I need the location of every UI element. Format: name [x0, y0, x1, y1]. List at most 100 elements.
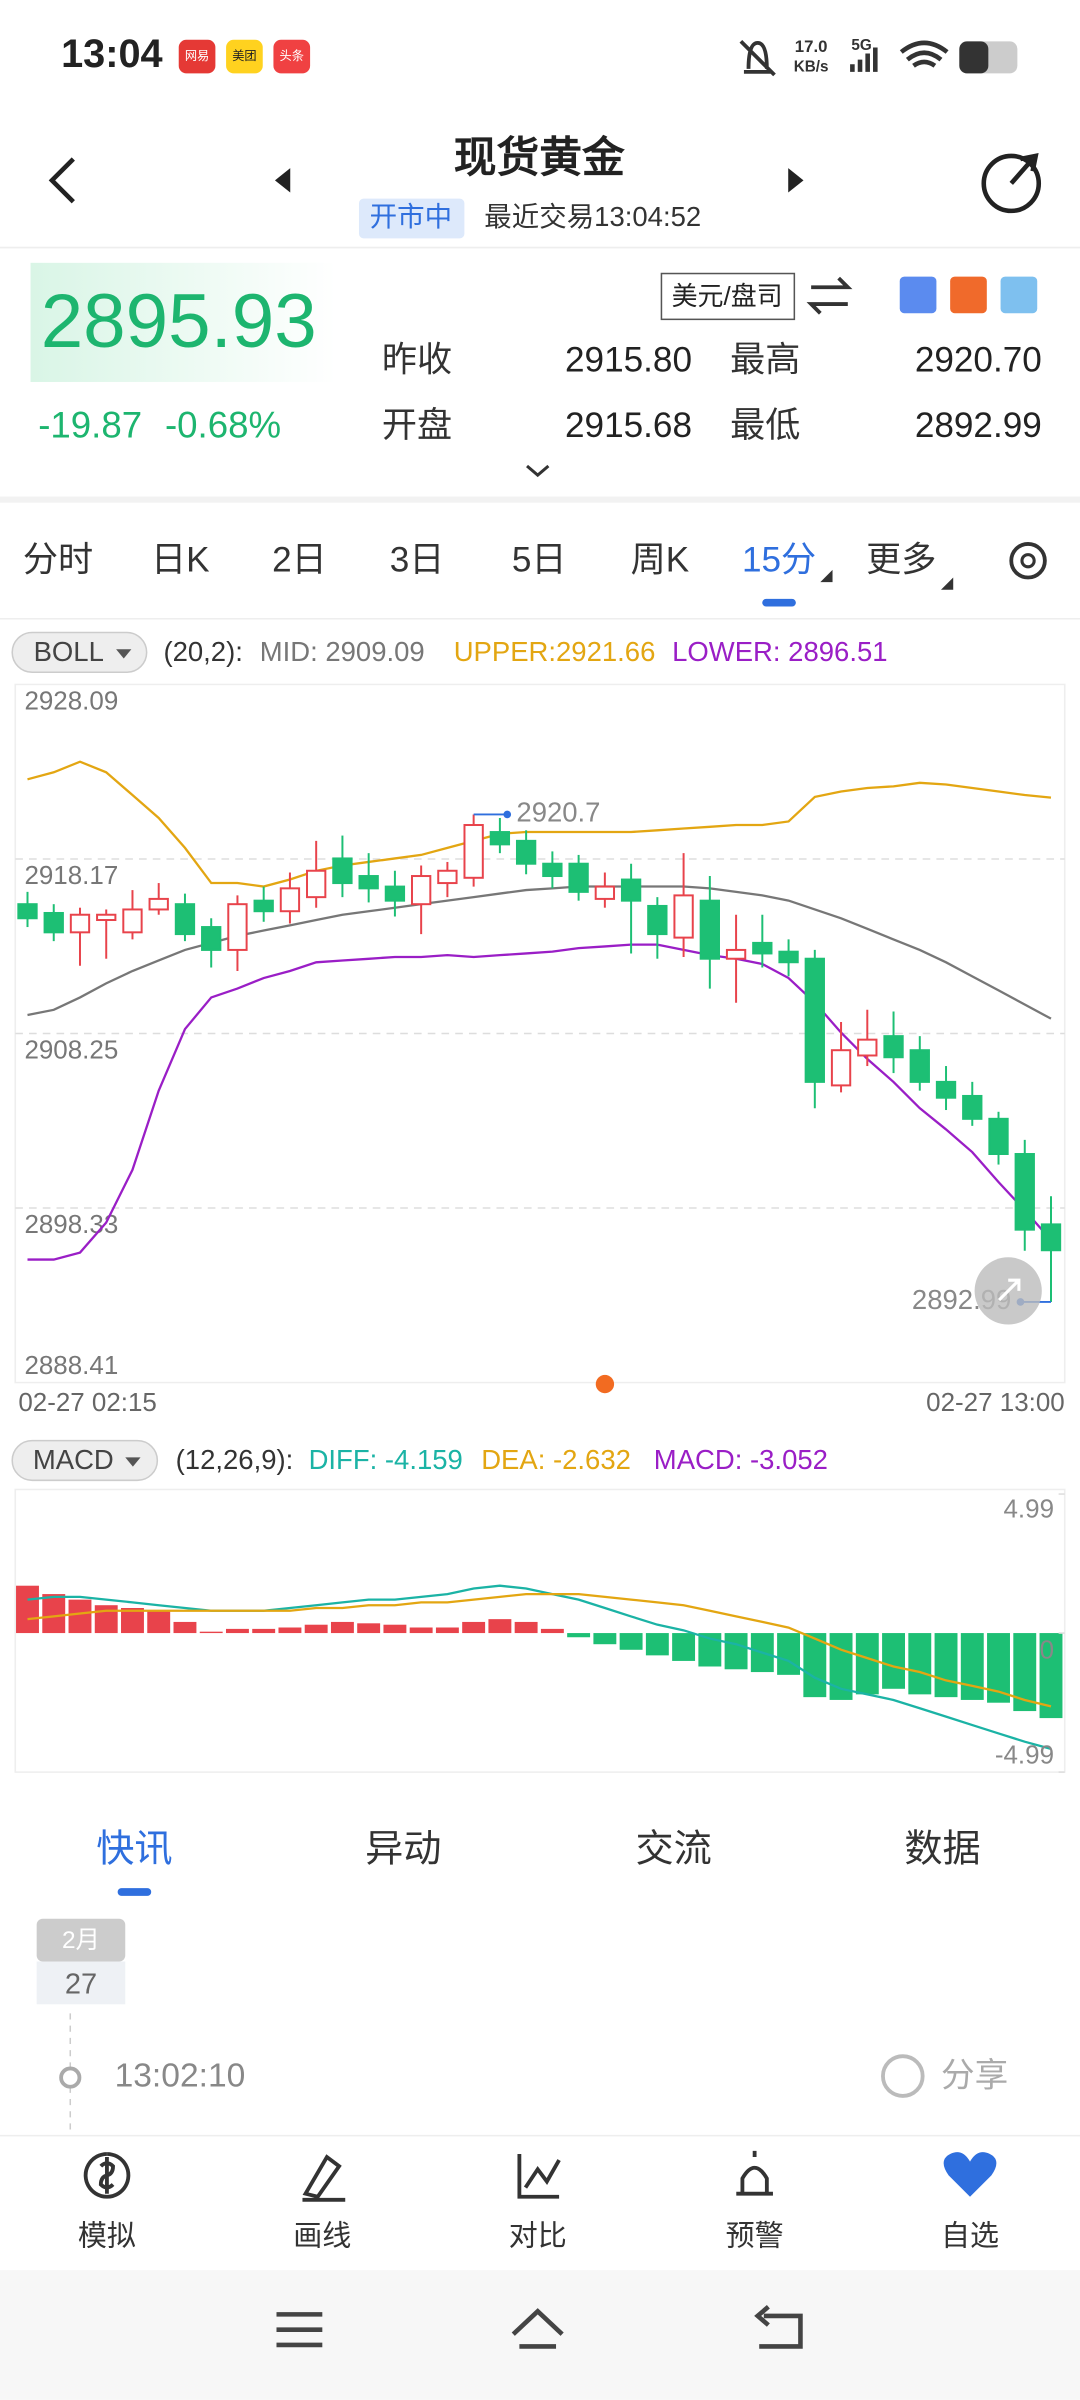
news-tab[interactable]: 异动 [365, 1828, 441, 1871]
tool-label[interactable]: 模拟 [78, 2220, 136, 2253]
macd-bar [252, 1628, 276, 1634]
signal-icon [850, 47, 878, 72]
indicator-selector[interactable] [11, 631, 148, 673]
candle-body [358, 875, 379, 890]
macd-bar [908, 1633, 932, 1695]
refresh-button[interactable] [981, 152, 1042, 214]
wifi-icon [899, 40, 949, 68]
tool-icon[interactable] [950, 276, 987, 314]
candle-body [647, 904, 668, 936]
indicator-selector[interactable] [11, 1439, 159, 1482]
macd-value: MACD: -3.052 [654, 1444, 828, 1475]
tool-icon [943, 2152, 997, 2197]
tool-label[interactable]: 自选 [941, 2220, 999, 2253]
tool-label[interactable]: 画线 [293, 2220, 351, 2253]
news-tab[interactable]: 数据 [904, 1828, 980, 1871]
app-icon-label: 头条 [280, 49, 304, 63]
macd-bar [724, 1633, 748, 1670]
price-change: -19.87 [38, 404, 142, 445]
next-button[interactable] [788, 168, 804, 193]
stat-label: 最低 [730, 406, 800, 445]
indicator-line [27, 943, 1052, 1261]
candle-body [332, 857, 353, 885]
macd-bar [383, 1624, 407, 1634]
candle-body [935, 1080, 957, 1099]
tool-icon[interactable] [899, 276, 937, 314]
nav-bar [0, 2270, 1080, 2400]
candle-body [1040, 1223, 1062, 1252]
share-chart-button[interactable] [974, 1257, 1042, 1325]
period-tab[interactable]: 更多 [866, 541, 936, 580]
tool-label[interactable]: 对比 [509, 2220, 567, 2253]
tool-icon[interactable] [1000, 276, 1038, 314]
period-tab[interactable]: 分时 [23, 541, 93, 580]
macd-dea: DEA: -2.632 [481, 1444, 631, 1475]
expand-chevron[interactable] [526, 464, 550, 478]
net-speed: 17.0 [795, 37, 828, 56]
macd-bar [540, 1628, 564, 1634]
macd-bar [435, 1627, 459, 1634]
x-end-label: 02-27 13:00 [926, 1387, 1065, 1417]
back-nav-button[interactable] [754, 2304, 803, 2349]
period-tab[interactable]: 15分 [742, 541, 816, 580]
back-button[interactable] [48, 157, 75, 204]
candle-body [673, 894, 694, 939]
app-icon-label: 美团 [232, 49, 256, 63]
period-tab[interactable]: 5日 [512, 541, 567, 580]
macd-bar [199, 1631, 223, 1634]
app-icon-label: 网易 [185, 49, 209, 63]
candle-body [96, 913, 117, 922]
stat-label: 昨收 [382, 340, 452, 379]
gear-ring [1009, 541, 1047, 580]
candle-body [542, 862, 563, 878]
candle-body [201, 926, 222, 951]
unit-box[interactable] [660, 272, 796, 321]
date-day-box [36, 1961, 126, 2005]
macd-bar [357, 1623, 381, 1634]
news-tab[interactable]: 交流 [635, 1828, 711, 1871]
settings-button[interactable] [1009, 541, 1047, 580]
last-price: 2895.93 [41, 279, 317, 364]
tool-icon [517, 2153, 561, 2199]
macd-bar [855, 1633, 879, 1695]
candle-body [410, 875, 432, 906]
candle-body [568, 862, 589, 893]
candle-body [148, 897, 169, 911]
app-icon [178, 39, 216, 74]
dropdown-arrow [125, 1457, 141, 1467]
period-tab[interactable]: 2日 [272, 541, 327, 580]
toolbar-items: 模拟 画线 对比 预警 自选 [78, 2150, 999, 2253]
period-tab[interactable]: 周K [631, 541, 690, 580]
tool-label[interactable]: 预警 [726, 2220, 784, 2253]
swap-icon[interactable] [806, 276, 853, 315]
candle-body [699, 899, 720, 960]
stat-value: 2915.80 [565, 340, 692, 379]
app-icon [226, 39, 263, 74]
y-tick-label: 2888.41 [24, 1350, 118, 1380]
indicator-params: (12,26,9): [176, 1444, 294, 1475]
network-type: 5G [851, 37, 871, 54]
stat-value: 2915.68 [565, 406, 692, 445]
macd-bar [462, 1621, 486, 1634]
home-button[interactable] [511, 2308, 564, 2349]
indicator-line [27, 760, 1052, 888]
prev-button[interactable] [274, 168, 291, 193]
dropdown-arrow [116, 649, 132, 659]
period-tab[interactable]: 日K [151, 541, 210, 580]
news-tab[interactable]: 快讯 [96, 1828, 172, 1871]
period-tab[interactable]: 3日 [390, 541, 445, 580]
macd-bar [645, 1633, 669, 1656]
divider [0, 496, 1080, 503]
refresh-ring [981, 153, 1042, 214]
macd-bar [882, 1633, 906, 1689]
status-pill [358, 198, 465, 239]
y-tick-label: -4.99 [995, 1740, 1054, 1770]
share-button[interactable]: 分享 [881, 2054, 1008, 2098]
macd-bar [593, 1633, 617, 1645]
macd-bar [147, 1610, 171, 1634]
macd-bar [409, 1627, 433, 1634]
menu-button[interactable] [276, 2312, 323, 2348]
y-tick-label: 2908.25 [24, 1035, 118, 1065]
candle-body [384, 885, 406, 902]
